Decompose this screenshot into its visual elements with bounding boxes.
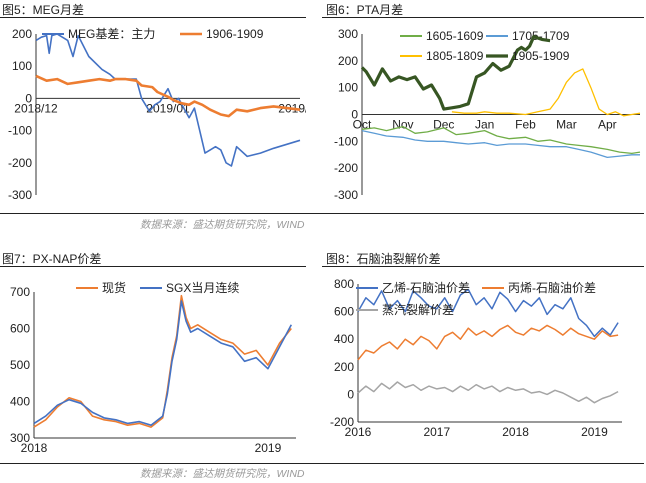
bottom-footer-rule <box>0 463 644 464</box>
fig5-title: 图5：MEG月差 <box>2 3 85 17</box>
y-tick-label: 0 <box>347 387 354 401</box>
y-tick-label: 100 <box>338 81 358 95</box>
y-tick-label: 400 <box>334 332 354 346</box>
series-line <box>357 324 619 361</box>
y-tick-label: -100 <box>334 134 358 148</box>
series-line <box>451 68 641 117</box>
y-tick-label: 200 <box>12 27 32 41</box>
fig5-chart: -300-200-10001002002018/122019/012019/02… <box>8 27 306 202</box>
legend-entry: 乙烯-石脑油价差 <box>356 281 470 295</box>
legend-entry: 现货 <box>76 280 126 295</box>
x-tick-label: 2019 <box>255 441 282 455</box>
x-tick-label: Jan <box>475 118 494 132</box>
y-tick-label: 200 <box>334 360 354 374</box>
x-tick-label: 2018 <box>21 441 48 455</box>
legend-entry: 蒸汽裂解价差 <box>356 302 454 317</box>
x-tick-label: Mar <box>556 118 577 132</box>
legend-label: 1705-1709 <box>512 29 570 43</box>
fig7-chart: 300 400 500 600 700 2018 2019 现货 SGX当月连续 <box>10 280 296 455</box>
x-tick-label: 2018 <box>502 425 529 439</box>
x-tick-label: Feb <box>515 118 536 132</box>
x-tick-label: Nov <box>392 118 413 132</box>
legend-label: 1906-1909 <box>206 27 264 41</box>
legend-label: MEG基差：主力 <box>68 27 155 41</box>
series-line <box>33 294 292 428</box>
top-source-note: 数据来源：盛达期货研究院，WIND <box>140 219 305 231</box>
legend-entry: 1905-1909 <box>486 49 570 63</box>
legend-entry: 1705-1709 <box>486 29 570 43</box>
y-tick-label: -100 <box>8 124 32 138</box>
x-tick-label: 2017 <box>423 425 450 439</box>
series-line <box>357 288 619 338</box>
axes: -200 0 200 400 600 800 2016 2017 2018 2019 <box>330 277 622 439</box>
x-tick-label: Apr <box>598 118 617 132</box>
y-tick-label: 300 <box>338 27 358 41</box>
y-tick-label: -200 <box>330 415 354 429</box>
legend-label: 丙烯-石脑油价差 <box>508 281 596 295</box>
legend-label: 1905-1909 <box>512 49 570 63</box>
y-tick-label: 600 <box>10 322 30 336</box>
axes: -300 -200 -100 0 100 200 300 Oct Nov Dec Jan Feb Mar… <box>334 27 640 202</box>
series-line <box>33 300 293 426</box>
y-tick-label: -300 <box>334 188 358 202</box>
series-line <box>361 129 640 159</box>
y-tick-label: -200 <box>8 156 32 170</box>
x-tick-label: 2019/01 <box>146 101 190 115</box>
fig8-title: 图8：石脑油裂解价差 <box>326 252 441 266</box>
fig7-title: 图7：PX-NAP价差 <box>2 252 102 266</box>
legend-label: 乙烯-石脑油价差 <box>382 281 470 295</box>
legend-label: 1605-1609 <box>426 29 484 43</box>
legend-label: 1805-1809 <box>426 49 484 63</box>
legend-label: 现货 <box>102 280 126 295</box>
fig6-header-rule <box>322 17 644 18</box>
fig5-header-rule <box>0 17 306 18</box>
series-line <box>357 381 619 404</box>
y-tick-label: -200 <box>334 161 358 175</box>
series-line <box>35 74 301 118</box>
x-tick-label: Dec <box>433 118 454 132</box>
fig8-header-rule <box>322 266 644 267</box>
series-line <box>35 33 301 167</box>
fig7-header-rule <box>0 266 306 267</box>
x-tick-label: 2018/12 <box>14 101 58 115</box>
x-tick-label: Oct <box>353 118 372 132</box>
x-tick-label: 2016 <box>345 425 372 439</box>
legend-entry: SGX当月连续 <box>140 280 239 295</box>
y-tick-label: 600 <box>334 305 354 319</box>
y-tick-label: 300 <box>10 431 30 445</box>
legend-label: 蒸汽裂解价差 <box>382 302 454 317</box>
legend-entry: MEG基差：主力 <box>42 27 155 41</box>
legend-entry: 丙烯-石脑油价差 <box>482 281 596 295</box>
y-tick-label: 0 <box>25 91 32 105</box>
y-tick-label: 800 <box>334 277 354 291</box>
axes: 300 400 500 600 700 2018 2019 <box>10 285 296 455</box>
series-line <box>361 125 641 155</box>
fig6-title: 图6：PTA月差 <box>326 3 404 17</box>
fig8-chart: -200 0 200 400 600 800 2016 2017 2018 2019 乙烯-石脑油价… <box>330 277 622 439</box>
legend-entry: 1906-1909 <box>180 27 264 41</box>
top-footer-rule <box>0 213 644 214</box>
legend-entry: 1605-1609 <box>400 29 484 43</box>
y-tick-label: 700 <box>10 285 30 299</box>
y-tick-label: 200 <box>338 54 358 68</box>
y-tick-label: 0 <box>351 108 358 122</box>
legend-label: SGX当月连续 <box>166 280 239 295</box>
series-line <box>360 35 551 111</box>
y-tick-label: 100 <box>12 59 32 73</box>
x-tick-label: 2019 <box>581 425 608 439</box>
y-tick-label: 400 <box>10 395 30 409</box>
legend-entry: 1805-1809 <box>400 49 484 63</box>
bottom-source-note: 数据来源：盛达期货研究院，WIND <box>140 468 305 480</box>
fig6-chart: -300 -200 -100 0 100 200 300 Oct Nov Dec Jan Feb Mar… <box>334 27 641 202</box>
y-tick-label: 500 <box>10 358 30 372</box>
y-tick-label: -300 <box>8 188 32 202</box>
